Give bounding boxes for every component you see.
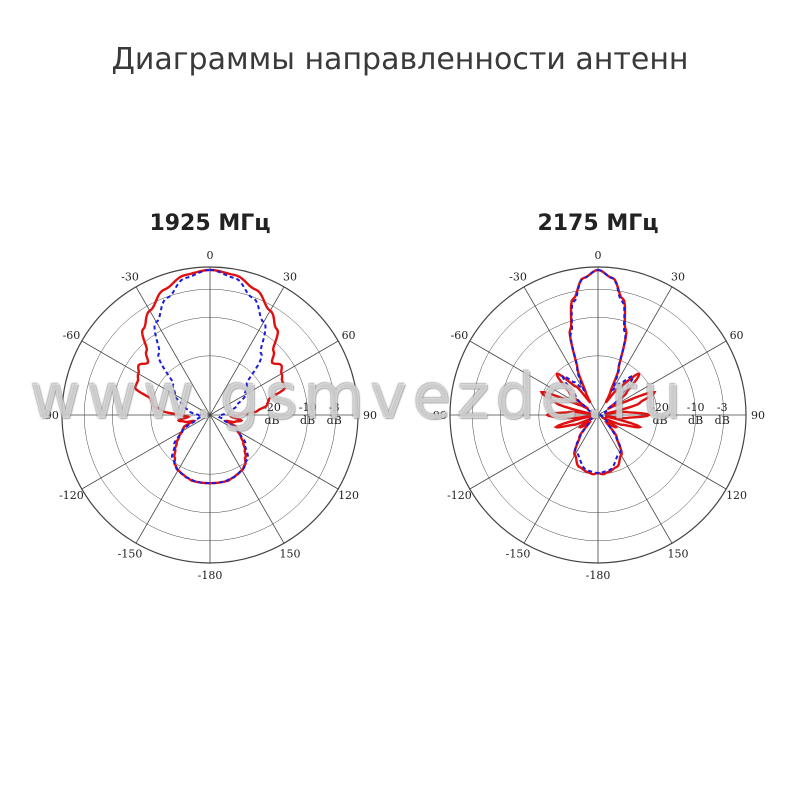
angle-tick-label: 60	[730, 329, 744, 342]
grid-spoke	[135, 286, 285, 544]
radial-unit-label: dB	[715, 414, 730, 427]
page-title: Диаграммы направленности антенн	[111, 42, 689, 77]
chart-title: 1925 МГц	[149, 211, 271, 236]
angle-tick-label: -180	[198, 569, 223, 582]
radial-level-label: -20	[651, 401, 669, 414]
angle-tick-label: -120	[59, 489, 84, 502]
angle-tick-label: 0	[595, 249, 602, 262]
radial-level-label: -10	[299, 401, 317, 414]
angle-tick-label: 90	[363, 409, 377, 422]
radial-unit-label: dB	[688, 414, 703, 427]
angle-tick-label: 150	[280, 548, 301, 561]
angle-tick-label: 0	[207, 249, 214, 262]
antenna-pattern-chart-2175: 2175 МГц 0 30 60 90 120 150 -180 -150 -120 -90 -60…	[408, 205, 788, 595]
grid-spoke	[523, 286, 673, 544]
chart-title: 2175 МГц	[537, 211, 659, 236]
angle-tick-label: -150	[118, 548, 143, 561]
polar-grid	[61, 266, 359, 564]
series-line-dashed	[561, 268, 635, 474]
polar-plot-1925: 0306090120150-180-150-120-90-60-30-3dB-1…	[41, 249, 377, 582]
antenna-pattern-chart-1925: 1925 МГц 0 30 60 90 120 150 -180 -150 -120 -90 -60…	[20, 205, 400, 595]
angle-tick-label: 60	[342, 329, 356, 342]
series-line-solid	[133, 268, 287, 485]
angle-tick-label: 150	[668, 548, 689, 561]
radial-unit-label: dB	[265, 414, 280, 427]
angle-tick-label: -90	[429, 409, 447, 422]
angle-tick-label: -180	[586, 569, 611, 582]
polar-grid	[449, 266, 747, 564]
angle-tick-label: -90	[41, 409, 59, 422]
radial-level-label: -10	[687, 401, 705, 414]
radial-unit-label: dB	[327, 414, 342, 427]
angle-tick-label: 30	[283, 270, 297, 283]
angle-tick-label: 120	[726, 489, 747, 502]
radial-level-label: -3	[717, 401, 728, 414]
angle-tick-label: 90	[751, 409, 765, 422]
angle-tick-label: -60	[451, 329, 469, 342]
angle-tick-label: 120	[338, 489, 359, 502]
angle-tick-label: -30	[509, 270, 527, 283]
radial-unit-label: dB	[653, 414, 668, 427]
radial-level-label: -3	[329, 401, 340, 414]
angle-tick-label: 30	[671, 270, 685, 283]
angle-tick-label: -120	[447, 489, 472, 502]
radial-unit-label: dB	[300, 414, 315, 427]
angle-tick-label: -30	[121, 270, 139, 283]
angle-tick-label: -60	[63, 329, 81, 342]
angle-tick-label: -150	[506, 548, 531, 561]
polar-plot-2175: 0306090120150-180-150-120-90-60-30-3dB-1…	[429, 249, 765, 582]
